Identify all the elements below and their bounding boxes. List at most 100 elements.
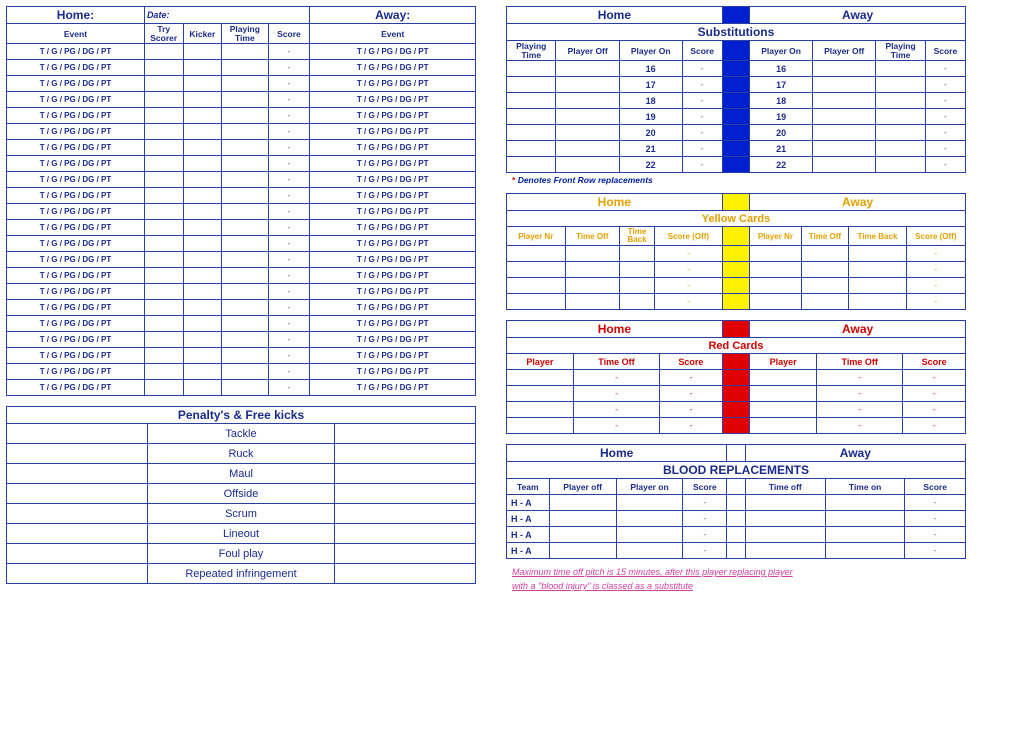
br-cell: [549, 495, 616, 511]
penalties-title: Penalty's & Free kicks: [7, 407, 476, 424]
scoring-row: T / G / PG / DG / PT-T / G / PG / DG / P…: [7, 140, 476, 156]
rc-h2: Time Off: [573, 354, 659, 370]
yc-a3: Time Back: [849, 227, 906, 246]
yc-cell: [619, 262, 654, 278]
score-cell: -: [268, 316, 310, 332]
scoring-row: T / G / PG / DG / PT-T / G / PG / DG / P…: [7, 236, 476, 252]
kicker-cell: [183, 172, 222, 188]
br-h8: Score: [905, 479, 966, 495]
rc-score: -: [660, 402, 723, 418]
sub-h-score: -: [682, 77, 722, 93]
yc-cell: [507, 262, 566, 278]
sub-a-score: -: [925, 109, 965, 125]
scoring-row: T / G / PG / DG / PT-T / G / PG / DG / P…: [7, 92, 476, 108]
col-try-scorer: TryScorer: [144, 24, 183, 44]
yc-cell: [849, 262, 906, 278]
yc-home: Home: [507, 194, 723, 211]
subs-h-pon: Player On: [619, 41, 682, 61]
sub-h-poff: [556, 141, 619, 157]
sub-a-score: -: [925, 77, 965, 93]
sub-a-score: -: [925, 93, 965, 109]
yc-score: -: [906, 294, 965, 310]
sub-h-score: -: [682, 61, 722, 77]
pen-left: [7, 444, 148, 464]
pen-right: [335, 424, 476, 444]
sub-a-pon: 16: [750, 61, 813, 77]
rc-gap: [722, 402, 750, 418]
away-event-cell: T / G / PG / DG / PT: [310, 316, 476, 332]
rc-home: Home: [507, 321, 723, 338]
br-score2: -: [905, 543, 966, 559]
try-scorer-cell: [144, 140, 183, 156]
rc-a3: Score: [903, 354, 966, 370]
sub-a-poff: [812, 125, 875, 141]
br-h5: [727, 479, 745, 495]
playing-time-cell: [222, 172, 268, 188]
try-scorer-cell: [144, 380, 183, 396]
try-scorer-cell: [144, 76, 183, 92]
rc-gap: [722, 370, 750, 386]
away-event-cell: T / G / PG / DG / PT: [310, 108, 476, 124]
away-event-cell: T / G / PG / DG / PT: [310, 220, 476, 236]
playing-time-cell: [222, 332, 268, 348]
pen-label: Offside: [147, 484, 335, 504]
away-event-cell: T / G / PG / DG / PT: [310, 76, 476, 92]
sub-h-pon: 20: [619, 125, 682, 141]
pen-right: [335, 544, 476, 564]
subs-a-score: Score: [925, 41, 965, 61]
pen-label: Scrum: [147, 504, 335, 524]
home-event-cell: T / G / PG / DG / PT: [7, 236, 145, 252]
sub-h-pt: [507, 125, 556, 141]
rc-time: -: [817, 402, 903, 418]
rc-cell: [507, 386, 574, 402]
kicker-cell: [183, 364, 222, 380]
try-scorer-cell: [144, 332, 183, 348]
rc-cell: [507, 402, 574, 418]
kicker-cell: [183, 60, 222, 76]
away-event-cell: T / G / PG / DG / PT: [310, 92, 476, 108]
playing-time-cell: [222, 124, 268, 140]
kicker-cell: [183, 140, 222, 156]
yc-cell: [750, 294, 801, 310]
yc-gap: [722, 278, 750, 294]
sub-h-poff: [556, 77, 619, 93]
rc-score: -: [903, 386, 966, 402]
home-event-cell: T / G / PG / DG / PT: [7, 284, 145, 300]
pen-left: [7, 544, 148, 564]
away-event-cell: T / G / PG / DG / PT: [310, 140, 476, 156]
rc-h1: Player: [507, 354, 574, 370]
kicker-cell: [183, 76, 222, 92]
br-cell: [549, 543, 616, 559]
home-event-cell: T / G / PG / DG / PT: [7, 188, 145, 204]
sub-h-poff: [556, 93, 619, 109]
score-cell: -: [268, 172, 310, 188]
yc-gap: [722, 262, 750, 278]
away-event-cell: T / G / PG / DG / PT: [310, 332, 476, 348]
scoring-row: T / G / PG / DG / PT-T / G / PG / DG / P…: [7, 44, 476, 60]
scoring-row: T / G / PG / DG / PT-T / G / PG / DG / P…: [7, 156, 476, 172]
away-event-cell: T / G / PG / DG / PT: [310, 172, 476, 188]
rc-cell: [507, 370, 574, 386]
score-cell: -: [268, 364, 310, 380]
pen-right: [335, 504, 476, 524]
br-cell: [825, 511, 904, 527]
yc-score: -: [655, 278, 723, 294]
rc-away: Away: [750, 321, 966, 338]
try-scorer-cell: [144, 220, 183, 236]
rc-time: -: [573, 402, 659, 418]
pen-label: Maul: [147, 464, 335, 484]
br-team: H - A: [507, 511, 550, 527]
try-scorer-cell: [144, 108, 183, 124]
kicker-cell: [183, 236, 222, 252]
kicker-cell: [183, 284, 222, 300]
yc-cell: [565, 278, 619, 294]
col-event: Event: [7, 24, 145, 44]
score-cell: -: [268, 300, 310, 316]
col-kicker: Kicker: [183, 24, 222, 44]
scoring-row: T / G / PG / DG / PT-T / G / PG / DG / P…: [7, 364, 476, 380]
sub-h-poff: [556, 157, 619, 173]
br-score2: -: [905, 527, 966, 543]
home-event-cell: T / G / PG / DG / PT: [7, 252, 145, 268]
br-away: Away: [745, 445, 965, 462]
sub-a-poff: [812, 109, 875, 125]
